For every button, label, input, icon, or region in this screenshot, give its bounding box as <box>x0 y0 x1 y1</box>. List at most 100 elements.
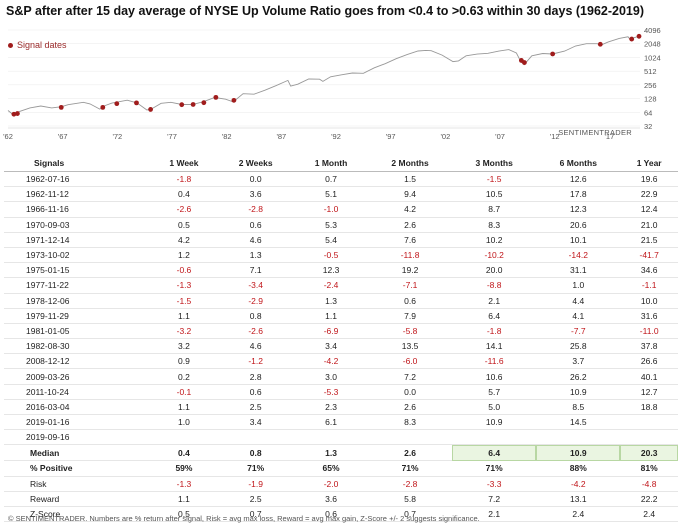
return-cell: 3.0 <box>294 368 369 385</box>
legend-label: Signal dates <box>17 40 67 50</box>
return-cell: -10.2 <box>452 247 537 264</box>
return-cell: 10.5 <box>452 186 537 203</box>
stat-value: -4.8 <box>620 476 678 492</box>
table-row: 2008-12-12 0.9 -1.2 -4.2 -6.0 -11.6 3.7 26.6 <box>4 353 678 370</box>
return-cell: 5.3 <box>294 217 369 233</box>
return-cell: -11.6 <box>452 353 537 370</box>
signal-date-cell: 2019-09-16 <box>4 429 151 446</box>
stat-value: -1.3 <box>150 476 218 492</box>
stat-value: 3.6 <box>294 491 369 507</box>
stat-value: 2.6 <box>368 444 453 462</box>
return-cell: 8.5 <box>536 399 621 416</box>
return-cell: -1.5 <box>150 293 218 309</box>
return-cell: -1.1 <box>620 277 678 294</box>
return-cell: 4.6 <box>217 232 295 248</box>
stat-value: 7.2 <box>452 491 537 507</box>
x-tick-label: '62 <box>3 132 13 141</box>
stat-value: 0.7 <box>368 506 453 523</box>
return-cell: 12.3 <box>536 201 621 218</box>
signal-point <box>550 51 556 57</box>
stat-value: -3.3 <box>452 476 537 492</box>
signal-date-cell: 1971-12-14 <box>4 232 151 248</box>
y-tick-label: 2048 <box>644 40 661 49</box>
stat-value: 1.3 <box>294 444 369 462</box>
column-header: 1 Year <box>620 154 678 172</box>
table-row: 1970-09-03 0.5 0.6 5.3 2.6 8.3 20.6 21.0 <box>4 217 678 233</box>
column-header: Signals <box>4 154 151 172</box>
x-tick-label: '77 <box>167 132 177 141</box>
stat-value: 0.4 <box>150 444 218 462</box>
stat-value: 6.4 <box>452 444 537 462</box>
return-cell: 22.9 <box>620 186 678 203</box>
sp500-price-line <box>7 35 640 116</box>
return-cell: 3.4 <box>294 338 369 355</box>
return-cell: 7.2 <box>368 368 453 385</box>
return-cell: 21.0 <box>620 217 678 233</box>
x-tick-label: '97 <box>386 132 396 141</box>
table-row: 2016-03-04 1.1 2.5 2.3 2.6 5.0 8.5 18.8 <box>4 399 678 416</box>
return-cell: 3.4 <box>217 414 295 431</box>
column-header: 1 Month <box>294 154 369 172</box>
signal-date-cell: 1973-10-02 <box>4 247 151 264</box>
return-cell: -4.2 <box>294 353 369 370</box>
x-tick-label: '67 <box>58 132 68 141</box>
table-row: 1966-11-16 -2.6 -2.8 -1.0 4.2 8.7 12.3 12.4 <box>4 201 678 218</box>
return-cell: 10.2 <box>452 232 537 248</box>
table-row: 2019-09-16 <box>4 429 678 446</box>
return-cell: 20.6 <box>536 217 621 233</box>
return-cell: 2.3 <box>294 399 369 416</box>
return-cell: 31.1 <box>536 262 621 279</box>
return-cell: 0.4 <box>150 186 218 203</box>
return-cell: 26.6 <box>620 353 678 370</box>
stat-value: -2.8 <box>368 476 453 492</box>
return-cell: 18.8 <box>620 399 678 416</box>
return-cell: 0.6 <box>217 384 295 400</box>
y-tick-label: 1024 <box>644 53 661 62</box>
y-tick-label: 256 <box>644 81 657 90</box>
return-cell: 6.4 <box>452 308 537 324</box>
return-cell: -2.4 <box>294 277 369 294</box>
return-cell: 10.9 <box>452 414 537 431</box>
return-cell: 20.0 <box>452 262 537 279</box>
stat-label: % Positive <box>4 460 151 477</box>
signal-date-cell: 1962-07-16 <box>4 171 151 188</box>
stat-value: 22.2 <box>620 491 678 507</box>
signal-date-cell: 2009-03-26 <box>4 368 151 385</box>
return-cell: 4.1 <box>536 308 621 324</box>
signal-date-cell: 2019-01-16 <box>4 414 151 431</box>
stat-value: 2.5 <box>217 491 295 507</box>
x-tick-label: '72 <box>112 132 122 141</box>
return-cell: -7.7 <box>536 323 621 340</box>
signal-point <box>15 111 20 116</box>
return-cell: -6.9 <box>294 323 369 340</box>
table-row: 1971-12-14 4.2 4.6 5.4 7.6 10.2 10.1 21.5 <box>4 232 678 248</box>
return-cell: 8.7 <box>452 201 537 218</box>
table-row: 1973-10-02 1.2 1.3 -0.5 -11.8 -10.2 -14.2 -41.7 <box>4 247 678 264</box>
return-cell: 2.6 <box>368 217 453 233</box>
stats-row: Reward 1.1 2.5 3.6 5.8 7.2 13.1 22.2 <box>4 491 678 507</box>
return-cell: 8.3 <box>368 414 453 431</box>
return-cell: 0.2 <box>150 368 218 385</box>
return-cell: 19.6 <box>620 171 678 188</box>
signal-point <box>134 100 139 106</box>
return-cell: -11.8 <box>368 247 453 264</box>
table-row: 1981-01-05 -3.2 -2.6 -6.9 -5.8 -1.8 -7.7 -11.0 <box>4 323 678 340</box>
return-cell: -7.1 <box>368 277 453 294</box>
return-cell: 37.8 <box>620 338 678 355</box>
return-cell: -1.0 <box>294 201 369 218</box>
table-row: 1978-12-06 -1.5 -2.9 1.3 0.6 2.1 4.4 10.0 <box>4 293 678 309</box>
signal-dot-icon <box>8 43 13 49</box>
return-cell: -5.3 <box>294 384 369 400</box>
return-cell: 5.0 <box>452 399 537 416</box>
stat-value: 0.7 <box>217 506 295 523</box>
return-cell: 1.1 <box>294 308 369 324</box>
stat-value: 13.1 <box>536 491 621 507</box>
return-cell: 12.4 <box>620 201 678 218</box>
return-cell: 7.1 <box>217 262 295 279</box>
column-header: 2 Weeks <box>217 154 295 172</box>
return-cell: 0.6 <box>217 217 295 233</box>
signal-date-cell: 2008-12-12 <box>4 353 151 370</box>
return-cell <box>452 429 537 446</box>
stat-value: 20.3 <box>620 444 678 462</box>
return-cell <box>620 429 678 446</box>
